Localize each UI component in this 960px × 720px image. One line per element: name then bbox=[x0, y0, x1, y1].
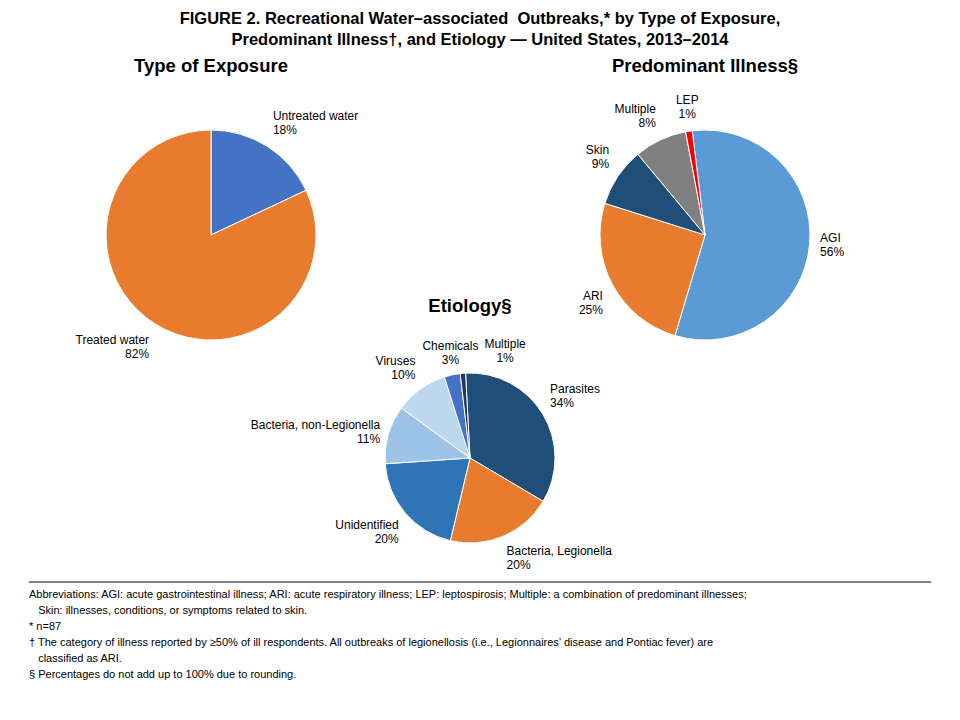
slice-label-value: 3% bbox=[442, 353, 460, 367]
slice-label: Bacteria, Legionella20% bbox=[507, 544, 613, 572]
slice-label: Multiple8% bbox=[614, 102, 656, 130]
slice-label-name: Bacteria, Legionella bbox=[507, 544, 613, 558]
slice-label-value: 25% bbox=[579, 303, 603, 317]
slice-label: Viruses10% bbox=[376, 354, 416, 382]
pie-title: Type of Exposure bbox=[134, 55, 288, 76]
chart-canvas: FIGURE 2. Recreational Water–associated … bbox=[0, 0, 960, 720]
footnote: * n=87 bbox=[29, 620, 61, 632]
slice-label-name: LEP bbox=[676, 93, 699, 107]
pie-title: Etiology§ bbox=[428, 295, 511, 316]
slice-label-value: 56% bbox=[820, 245, 844, 259]
slice-label-name: Unidentified bbox=[335, 518, 398, 532]
pie-chart: Type of Exposure Untreated water18% Treate… bbox=[76, 55, 359, 361]
figure-title: FIGURE 2. Recreational Water–associated … bbox=[180, 9, 781, 27]
pie-chart: Predominant Illness§AGI56%ARI25%Skin9%Mu… bbox=[579, 55, 845, 340]
slice-label-name: Bacteria, non-Legionella bbox=[251, 418, 381, 432]
footnote: § Percentages do not add up to 100% due … bbox=[29, 668, 296, 680]
footnote: classified as ARI. bbox=[29, 652, 122, 664]
pie-slice bbox=[460, 373, 470, 458]
slice-label: Untreated water18% bbox=[273, 109, 358, 137]
slice-label-name: Multiple bbox=[614, 102, 656, 116]
slice-label: LEP1% bbox=[676, 93, 699, 121]
slice-label: Treated water82% bbox=[76, 333, 150, 361]
slice-label-name: Chemicals bbox=[422, 339, 478, 353]
slice-label: Skin9% bbox=[586, 143, 610, 171]
slice-label-value: 9% bbox=[592, 157, 610, 171]
footnote: Abbreviations: AGI: acute gastrointestin… bbox=[29, 588, 747, 600]
slice-label-value: 11% bbox=[357, 432, 380, 446]
slice-label-value: 1% bbox=[679, 107, 697, 121]
slice-label: ARI25% bbox=[579, 289, 603, 317]
slice-label-value: 18% bbox=[273, 123, 297, 137]
slice-label-value: 10% bbox=[391, 368, 415, 382]
slice-label: Unidentified20% bbox=[335, 518, 399, 546]
slice-label-name: Multiple bbox=[484, 337, 526, 351]
slice-label: Bacteria, non-Legionella11% bbox=[251, 418, 381, 446]
slice-label-name: Viruses bbox=[376, 354, 416, 368]
slice-label-name: Untreated water bbox=[273, 109, 358, 123]
slice-label-name: Parasites bbox=[550, 382, 600, 396]
pie-slice bbox=[444, 374, 470, 458]
slice-label: Parasites34% bbox=[550, 382, 600, 410]
pie-title: Predominant Illness§ bbox=[612, 55, 798, 76]
slice-label-value: 34% bbox=[550, 396, 574, 410]
pie-slice bbox=[106, 130, 316, 340]
separator bbox=[29, 582, 931, 583]
footnote: † The category of illness reported by ≥5… bbox=[29, 636, 713, 648]
slice-label-name: Treated water bbox=[76, 333, 150, 347]
footnote: Skin: illnesses, conditions, or symptoms… bbox=[29, 604, 307, 616]
pie-chart: Etiology§ Parasites34% Bacteria, Legionell… bbox=[251, 295, 613, 572]
slice-label-name: Skin bbox=[586, 143, 609, 157]
slice-label-value: 20% bbox=[375, 532, 399, 546]
slice-label-value: 82% bbox=[125, 347, 149, 361]
slice-label-name: AGI bbox=[820, 231, 841, 245]
pie-slice bbox=[686, 131, 705, 235]
slice-label-value: 8% bbox=[639, 116, 657, 130]
slice-label: Chemicals3% bbox=[422, 339, 478, 367]
figure-title: Predominant Illness†, and Etiology — Uni… bbox=[232, 30, 730, 48]
slice-label-value: 1% bbox=[496, 351, 514, 365]
slice-label: AGI56% bbox=[820, 231, 844, 259]
slice-label-name: ARI bbox=[583, 289, 603, 303]
slice-label-value: 20% bbox=[507, 558, 531, 572]
slice-label: Multiple1% bbox=[484, 337, 526, 365]
